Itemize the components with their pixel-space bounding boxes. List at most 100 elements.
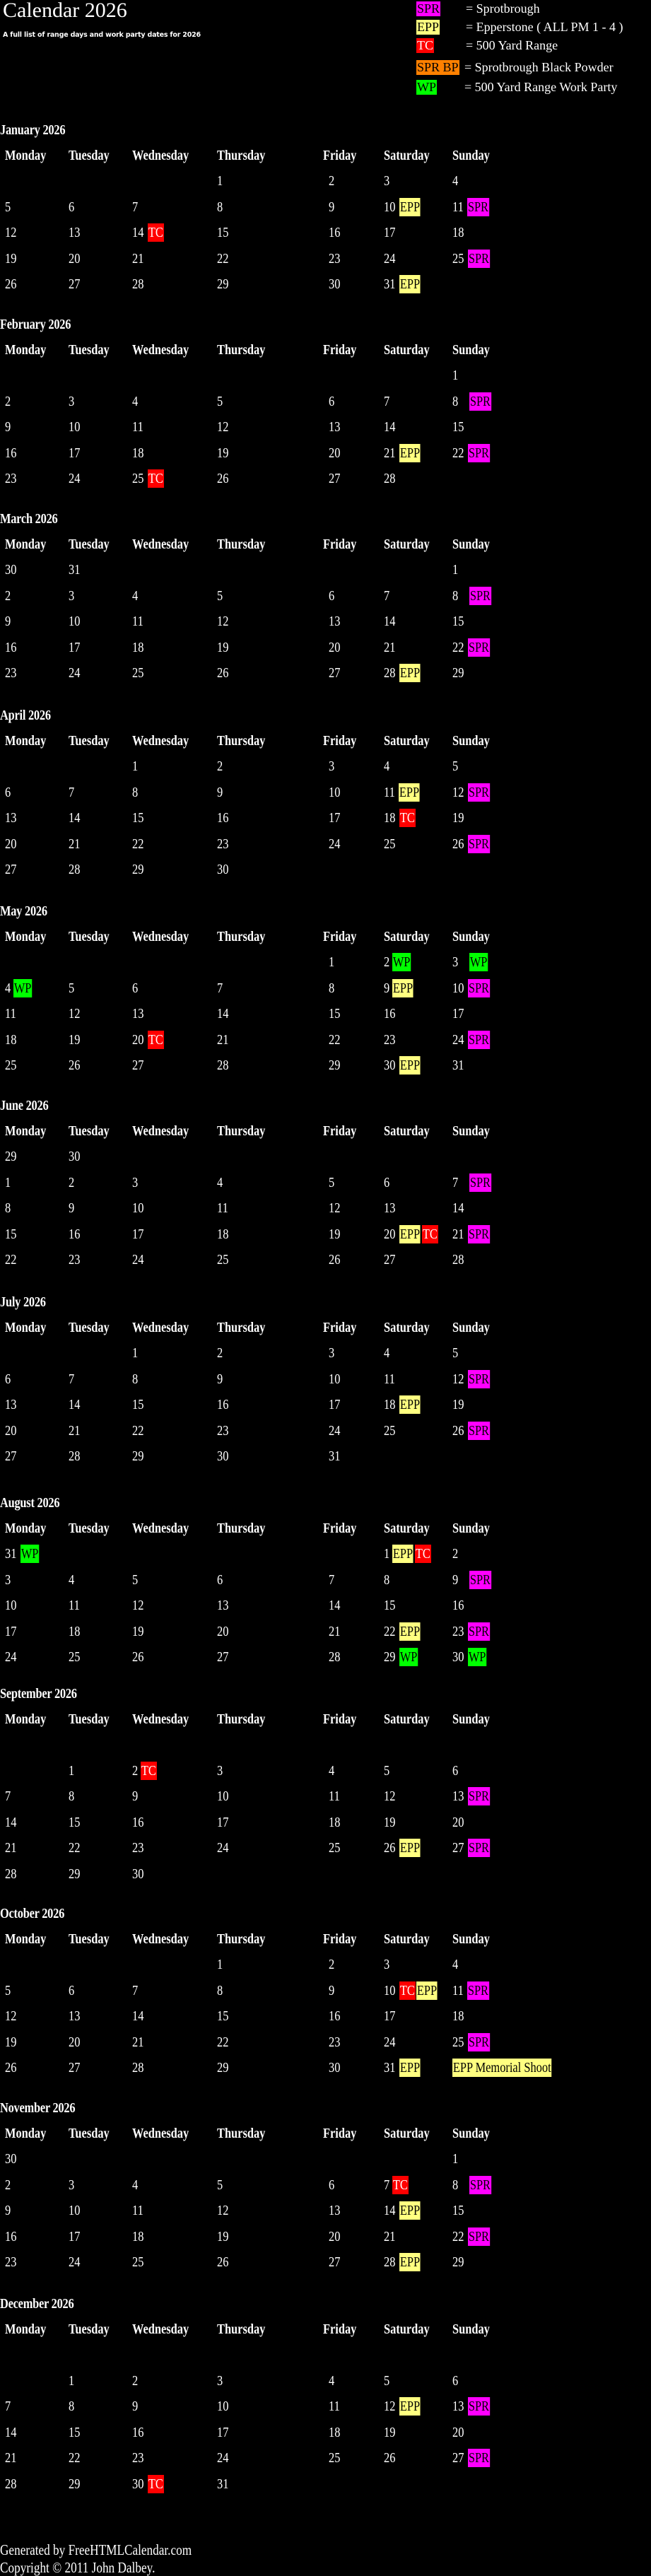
- day-number: 15: [329, 1006, 341, 1021]
- day-number: 7: [5, 1788, 11, 1804]
- day-cell: 13: [69, 223, 83, 242]
- day-number: 29: [217, 276, 229, 292]
- day-cell: 26: [217, 469, 231, 488]
- day-number: 3: [384, 1957, 390, 1972]
- day-number: 14: [217, 1006, 229, 1021]
- day-number: 10: [69, 2203, 81, 2218]
- day-cell: 1: [132, 757, 139, 775]
- weekday-header: Thursday: [217, 929, 266, 944]
- day-cell: 7: [69, 1370, 76, 1388]
- day-number: 8: [452, 2177, 459, 2193]
- day-number: 18: [217, 1226, 229, 1242]
- day-cell: 18 EPP: [384, 1395, 422, 1414]
- day-cell: 3: [217, 1762, 224, 1780]
- day-number: 19: [5, 2034, 17, 2050]
- day-cell: 26: [329, 1251, 343, 1269]
- day-number: 31: [329, 1448, 341, 1464]
- day-cell: 28: [132, 275, 146, 293]
- day-number: 28: [452, 1252, 464, 1267]
- weekday-header: Tuesday: [69, 1123, 110, 1139]
- day-number: 30: [5, 562, 17, 578]
- day-number: 22: [452, 445, 464, 461]
- day-cell: 2 WP: [384, 953, 412, 971]
- day-number: 13: [452, 2399, 464, 2414]
- event-tag-epp: EPP: [399, 664, 421, 682]
- day-number: 12: [217, 419, 229, 435]
- day-cell: 25: [329, 1839, 343, 1857]
- day-cell: 11 EPP: [384, 783, 422, 802]
- day-cell: 12 EPP: [384, 2397, 422, 2416]
- day-cell: 16: [384, 1005, 398, 1023]
- day-cell: 2: [5, 392, 12, 411]
- day-number: 19: [69, 1031, 81, 1048]
- day-number: 1: [452, 2151, 459, 2167]
- day-number: 5: [452, 1345, 459, 1361]
- day-number: 3: [329, 1345, 335, 1361]
- day-number: 21: [452, 1226, 464, 1242]
- day-number: 2: [5, 587, 11, 604]
- day-cell: 12: [384, 1787, 398, 1805]
- legend-label: = 500 Yard Range: [466, 38, 558, 52]
- weekday-header: Friday: [323, 537, 357, 552]
- day-cell: 18: [132, 638, 146, 657]
- day-number: 2: [384, 954, 390, 970]
- day-number: 30: [217, 1448, 229, 1464]
- day-number: 28: [329, 1649, 341, 1665]
- day-number: 5: [217, 393, 223, 409]
- day-number: 16: [452, 1598, 464, 1613]
- day-cell: 17: [329, 809, 343, 827]
- day-cell: 12: [217, 418, 231, 436]
- day-number: 1: [132, 759, 139, 774]
- day-cell: 16: [69, 1225, 83, 1243]
- day-cell: 3: [132, 1173, 139, 1192]
- day-number: 19: [217, 639, 229, 655]
- weekday-header: Friday: [323, 342, 357, 358]
- weekday-header: Sunday: [452, 2322, 490, 2337]
- month-title: May 2026: [0, 903, 47, 919]
- day-number: 17: [452, 1006, 464, 1021]
- day-cell: 16: [217, 809, 231, 827]
- weekday-header: Wednesday: [132, 2322, 189, 2337]
- weekday-header: Sunday: [452, 537, 490, 552]
- day-number: 26: [384, 2450, 396, 2466]
- day-number: 4: [5, 980, 11, 996]
- day-number: 31: [384, 2060, 396, 2076]
- day-number: 1: [217, 173, 223, 189]
- legend-item-epp: EPP = Epperstone ( ALL PM 1 - 4 ): [416, 19, 623, 35]
- day-cell: 28: [452, 1251, 467, 1269]
- day-number: 22: [217, 2034, 229, 2050]
- day-number: 10: [69, 419, 81, 435]
- day-cell: 26: [5, 275, 19, 293]
- day-number: 27: [384, 1252, 396, 1267]
- day-number: 20: [384, 1226, 396, 1242]
- day-cell: 28: [5, 1865, 19, 1883]
- day-cell: 27: [5, 860, 19, 879]
- day-number: 14: [132, 2008, 144, 2024]
- day-cell: 3: [329, 757, 336, 775]
- weekday-header: Wednesday: [132, 1320, 189, 1335]
- legend-label: = Sprotbrough Black Powder: [464, 60, 614, 74]
- day-cell: 12: [5, 223, 19, 242]
- day-cell: 4: [329, 2372, 336, 2390]
- day-number: 3: [69, 587, 75, 604]
- weekday-header: Thursday: [217, 1521, 266, 1536]
- weekday-header: Monday: [5, 1931, 47, 1947]
- month-may: May 2026 Monday Tuesday Wednesday Thursday Fr…: [0, 903, 651, 1110]
- day-number: 19: [132, 1623, 144, 1639]
- day-number: 30: [452, 1649, 464, 1665]
- weekday-header: Sunday: [452, 1711, 490, 1727]
- day-cell: 5: [384, 1762, 391, 1780]
- day-number: 6: [329, 2177, 335, 2193]
- day-cell: 4: [329, 1762, 336, 1780]
- day-number: 25: [217, 1252, 229, 1267]
- day-cell: 7 SPR: [452, 1173, 493, 1192]
- day-cell: 7: [384, 392, 391, 411]
- day-cell: 19: [69, 1031, 83, 1049]
- day-cell: 27: [329, 469, 343, 488]
- day-cell: 1: [217, 172, 224, 190]
- day-number: 3: [5, 1571, 11, 1588]
- weekday-header: Sunday: [452, 342, 490, 358]
- day-cell: 20: [329, 444, 343, 462]
- day-number: 20: [69, 250, 81, 267]
- day-cell: 19: [329, 1225, 343, 1243]
